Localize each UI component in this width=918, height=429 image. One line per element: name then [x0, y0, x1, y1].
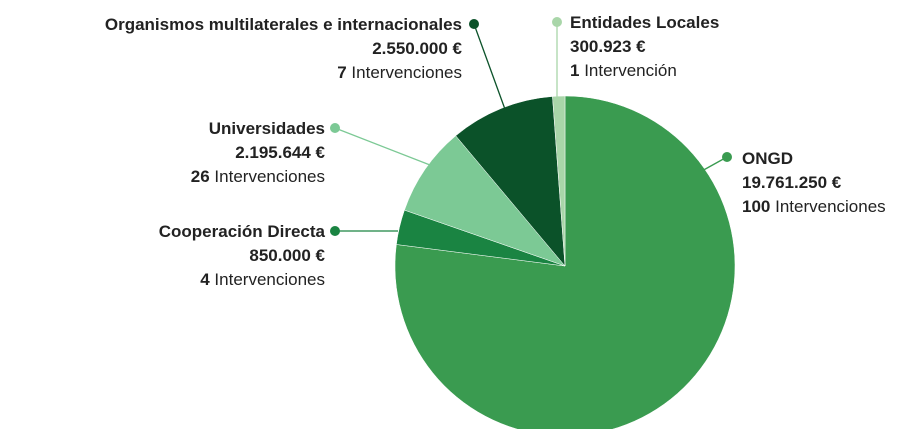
- interventions-unit: Intervenciones: [775, 197, 886, 216]
- pie-slice: [394, 95, 736, 429]
- interventions-unit: Intervenciones: [214, 167, 325, 186]
- value-label: 850.000 €: [249, 246, 325, 265]
- leader-dot: [330, 123, 340, 133]
- leader-dot: [722, 152, 732, 162]
- pie-slice: [455, 96, 566, 267]
- value-label: 2.550.000 €: [372, 39, 462, 58]
- leader-dot: [330, 226, 340, 236]
- interventions-unit: Intervenciones: [351, 63, 462, 82]
- category-label: Entidades Locales: [570, 13, 719, 32]
- interventions-label: 1 Intervención: [570, 61, 677, 80]
- slice-label: Cooperación Directa 850.000 € 4 Intervenci…: [159, 222, 326, 289]
- interventions-label: 26 Intervenciones: [191, 167, 325, 186]
- slice-label: Organismos multilaterales e internaciona…: [105, 15, 463, 82]
- category-label: Universidades: [209, 119, 325, 138]
- slice-label: Entidades Locales 300.923 € 1 Intervención: [570, 13, 719, 80]
- leader-dot: [469, 19, 479, 29]
- interventions-count: 100: [742, 197, 770, 216]
- leader-line: [334, 127, 431, 166]
- interventions-label: 100 Intervenciones: [742, 197, 886, 216]
- interventions-unit: Intervención: [584, 61, 677, 80]
- pie-slice: [552, 95, 566, 267]
- slice-label: Universidades 2.195.644 € 26 Intervencione…: [191, 119, 326, 186]
- interventions-count: 4: [200, 270, 210, 289]
- interventions-count: 26: [191, 167, 210, 186]
- value-label: 19.761.250 €: [742, 173, 842, 192]
- interventions-count: 7: [337, 63, 346, 82]
- category-label: ONGD: [742, 149, 793, 168]
- pie-slice: [404, 135, 566, 267]
- leader-line: [699, 156, 728, 173]
- category-label: Cooperación Directa: [159, 222, 326, 241]
- leader-dot: [552, 17, 562, 27]
- value-label: 300.923 €: [570, 37, 646, 56]
- leader-line: [473, 23, 507, 113]
- value-label: 2.195.644 €: [235, 143, 325, 162]
- category-label: Organismos multilaterales e internaciona…: [105, 15, 462, 34]
- slice-label: ONGD 19.761.250 € 100 Intervenciones: [742, 149, 886, 216]
- interventions-unit: Intervenciones: [214, 270, 325, 289]
- interventions-label: 4 Intervenciones: [200, 270, 325, 289]
- interventions-count: 1: [570, 61, 579, 80]
- interventions-label: 7 Intervenciones: [337, 63, 462, 82]
